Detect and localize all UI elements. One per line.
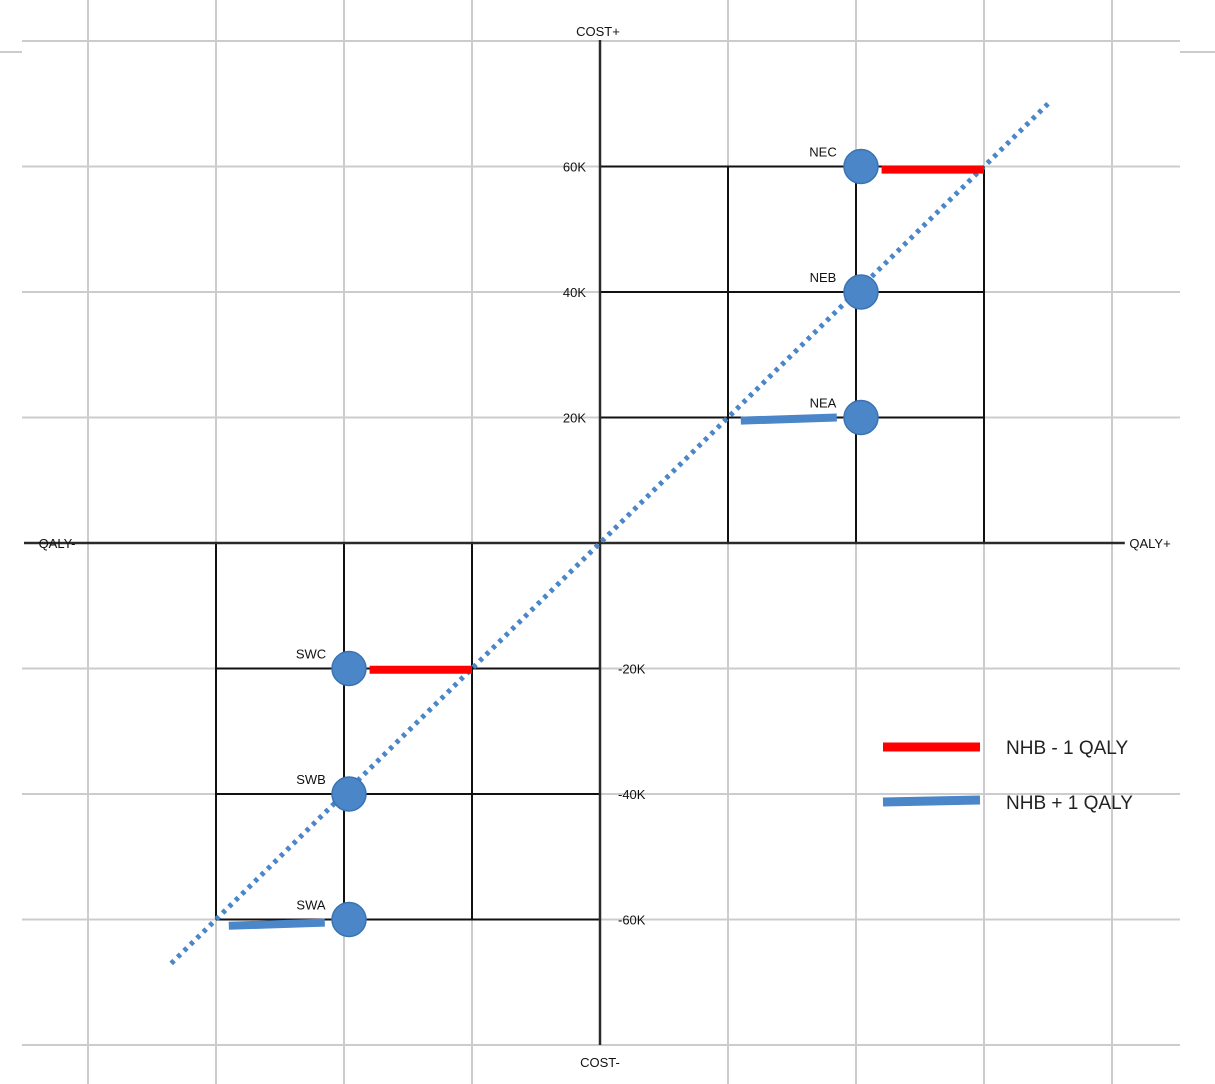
nhb-segments (228, 165, 984, 930)
y-tick-label: 20K (563, 411, 586, 426)
x-axis-label-negative: QALY- (39, 536, 76, 551)
y-tick-label: 40K (563, 285, 586, 300)
threshold-line (169, 101, 1050, 966)
nhb-plus-segment (228, 918, 325, 930)
point-label-swb: SWB (296, 772, 326, 787)
y-axis-label-positive: COST+ (576, 24, 620, 39)
point-label-nea: NEA (810, 396, 837, 411)
point-label-swa: SWA (296, 898, 325, 913)
point-swa (331, 901, 367, 938)
x-axis-label-positive: QALY+ (1129, 536, 1170, 551)
legend-label: NHB - 1 QALY (1006, 738, 1128, 759)
point-swc (331, 650, 367, 687)
point-neb (843, 274, 879, 310)
point-label-nec: NEC (809, 145, 836, 160)
legend: NHB - 1 QALY NHB + 1 QALY (882, 738, 1133, 814)
labels: COST+ COST- QALY- QALY+ (39, 24, 1171, 1070)
point-swb (331, 776, 367, 812)
point-nea (843, 399, 879, 436)
legend-swatch (882, 795, 981, 807)
y-axis-label-negative: COST- (580, 1055, 620, 1070)
legend-label: NHB + 1 QALY (1006, 793, 1133, 814)
y-tick-label: -60K (618, 913, 646, 928)
y-tick-labels: 60K 40K 20K -20K -40K -60K (563, 160, 646, 928)
y-tick-label: -20K (618, 662, 646, 677)
y-tick-label: 60K (563, 160, 586, 175)
data-points: NEC NEB NEA SWC SWB SWA (296, 145, 879, 938)
y-tick-label: -40K (618, 787, 646, 802)
point-label-swc: SWC (296, 647, 326, 662)
point-nec (843, 148, 879, 185)
nhb-plus-segment (740, 413, 837, 425)
threshold-line (169, 101, 1050, 966)
axes (24, 40, 1125, 1045)
point-label-neb: NEB (810, 270, 837, 285)
